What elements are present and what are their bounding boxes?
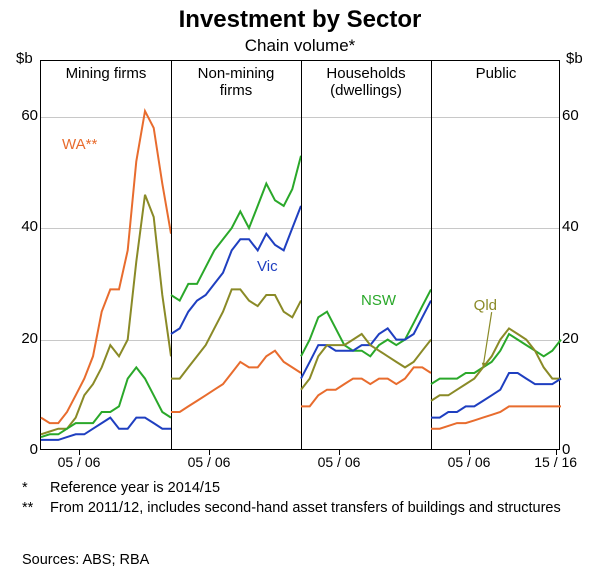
footnote-mark: * bbox=[22, 478, 50, 498]
series-line-wa bbox=[41, 111, 171, 423]
x-tick-mark bbox=[209, 450, 210, 455]
y-tick-label-right: 20 bbox=[562, 330, 598, 347]
footnote-text: From 2011/12, includes second-hand asset… bbox=[50, 498, 582, 518]
chart-subtitle: Chain volume* bbox=[0, 34, 600, 56]
series-line-nsw bbox=[41, 367, 171, 437]
leader-line bbox=[431, 61, 561, 451]
footnote-mark: ** bbox=[22, 498, 50, 518]
x-tick-mark bbox=[556, 450, 557, 455]
y-tick-label-right: 40 bbox=[562, 218, 598, 235]
footnote-text: Reference year is 2014/15 bbox=[50, 478, 582, 498]
chart-container: { "title": "Investment by Sector", "subt… bbox=[0, 0, 600, 588]
x-tick-label: 05 / 06 bbox=[188, 454, 231, 470]
y-tick-label-left: 40 bbox=[2, 218, 38, 235]
series-line-qld bbox=[41, 195, 171, 435]
footnote: *Reference year is 2014/15 bbox=[22, 478, 582, 498]
series-line-nsw bbox=[301, 289, 431, 356]
y-tick-label-right: 60 bbox=[562, 107, 598, 124]
series-line-qld bbox=[171, 289, 301, 378]
y-axis-label-right: $b bbox=[566, 50, 583, 67]
series-line-wa bbox=[301, 367, 431, 406]
footnote: **From 2011/12, includes second-hand ass… bbox=[22, 498, 582, 518]
x-tick-label: 05 / 06 bbox=[58, 454, 101, 470]
y-tick-label-left: 0 bbox=[2, 441, 38, 458]
panel-svg-mining bbox=[41, 61, 171, 451]
x-tick-label: 15 / 16 bbox=[534, 454, 577, 470]
x-tick-mark bbox=[79, 450, 80, 455]
chart-plot-area: Mining firmsWA**Non-miningfirmsVicHouseh… bbox=[40, 60, 560, 450]
panel-svg-households bbox=[301, 61, 431, 451]
series-line-wa bbox=[171, 351, 301, 412]
x-tick-mark bbox=[339, 450, 340, 455]
sources: Sources: ABS; RBA bbox=[22, 552, 149, 568]
chart-title: Investment by Sector bbox=[0, 0, 600, 34]
y-axis-label-left: $b bbox=[16, 50, 33, 67]
x-tick-label: 05 / 06 bbox=[448, 454, 491, 470]
series-line-nsw bbox=[171, 156, 301, 301]
x-tick-label: 05 / 06 bbox=[318, 454, 361, 470]
y-tick-label-left: 20 bbox=[2, 330, 38, 347]
series-line-vic bbox=[171, 206, 301, 334]
footnotes: *Reference year is 2014/15**From 2011/12… bbox=[22, 478, 582, 519]
y-tick-label-left: 60 bbox=[2, 107, 38, 124]
x-tick-mark bbox=[469, 450, 470, 455]
panel-svg-nonmining bbox=[171, 61, 301, 451]
